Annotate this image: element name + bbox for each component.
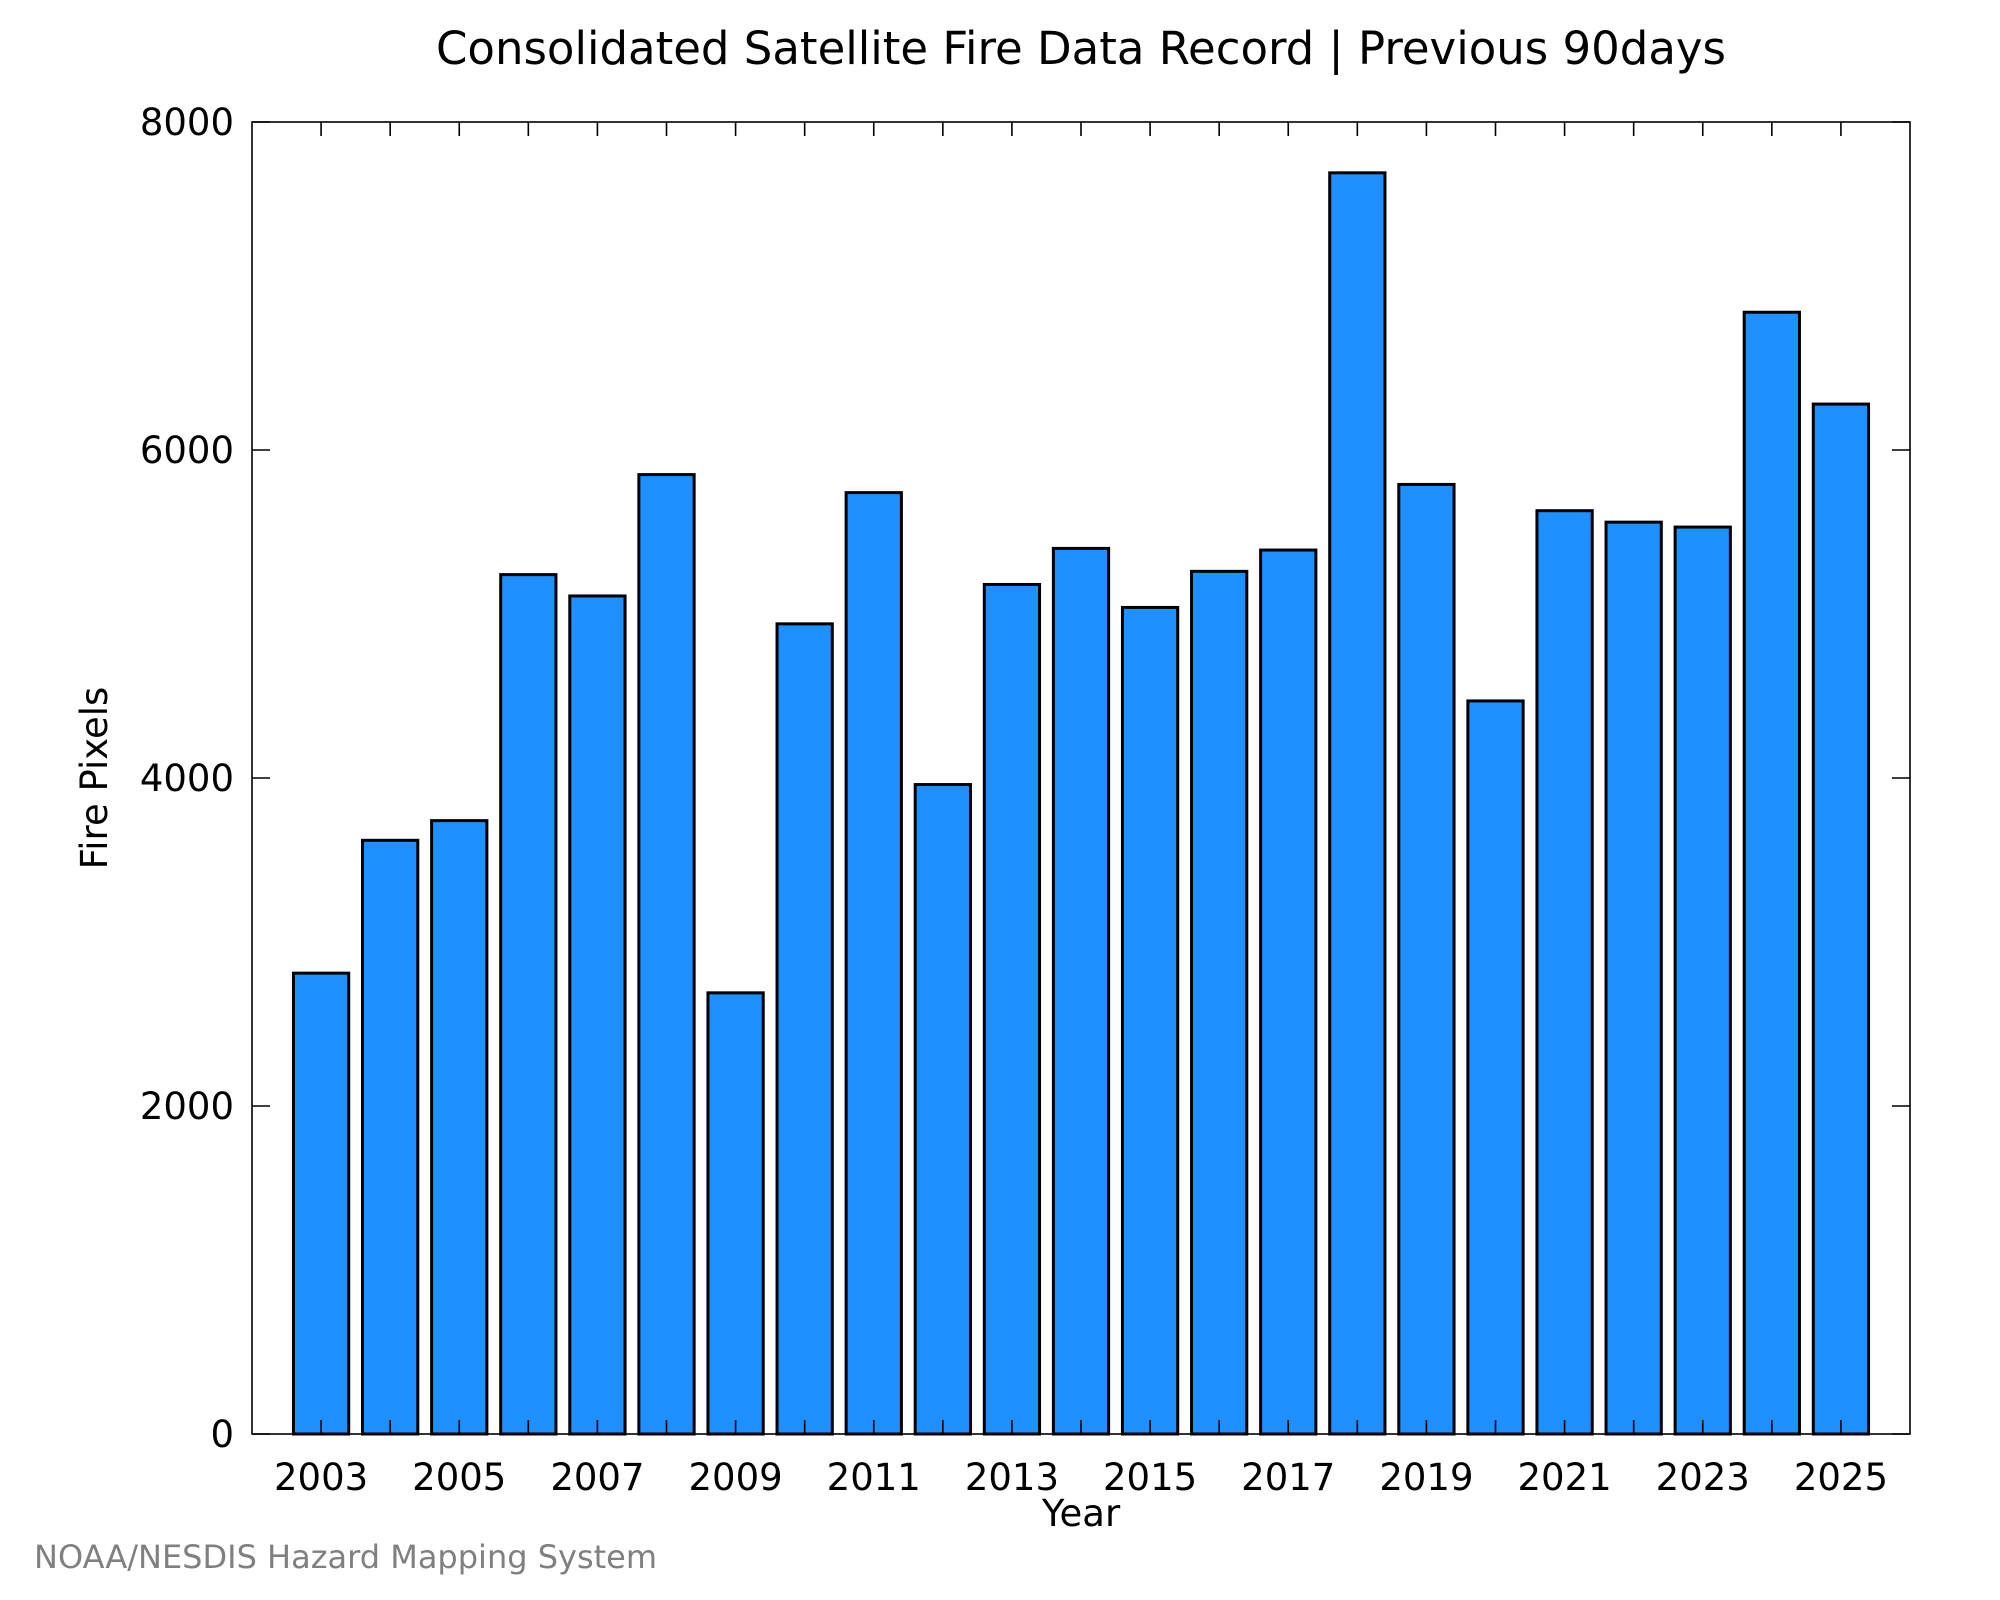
x-tick-label: 2023: [1656, 1456, 1750, 1499]
x-tick-label: 2019: [1379, 1456, 1473, 1499]
bar-2014: [1051, 546, 1111, 1436]
y-tick-label: 8000: [140, 101, 234, 144]
bar-2006: [499, 573, 558, 1436]
bar-2007: [568, 594, 627, 1436]
plot-frame: [251, 121, 1911, 1435]
bar-2015: [1120, 605, 1180, 1436]
bar-2010: [775, 622, 834, 1436]
bar-2016: [1190, 569, 1249, 1436]
y-tick-label: 6000: [140, 429, 234, 472]
bar-2019: [1397, 482, 1456, 1436]
x-tick-label: 2025: [1794, 1456, 1888, 1499]
bar-2021: [1535, 509, 1594, 1436]
y-tick-label: 4000: [140, 757, 234, 800]
bar-2004: [361, 838, 420, 1436]
bar-2017: [1259, 548, 1318, 1436]
bar-2011: [844, 491, 903, 1436]
x-tick-label: 2021: [1517, 1456, 1611, 1499]
bars-group: [291, 171, 1871, 1436]
x-tick-label: 2011: [827, 1456, 921, 1499]
x-tick-label: 2013: [965, 1456, 1059, 1499]
x-tick-labels: 2003 2005 2007 2009 2011 2013 2015 2017 2019 2021…: [274, 1456, 1888, 1499]
bar-2022: [1604, 520, 1663, 1436]
bar-2012: [913, 783, 972, 1436]
x-tick-label: 2003: [274, 1456, 368, 1499]
y-tick-labels: 0 2000 4000 6000 8000: [140, 101, 234, 1456]
bar-2005: [430, 819, 489, 1436]
bar-2020: [1466, 699, 1525, 1436]
x-tick-label: 2015: [1103, 1456, 1197, 1499]
bar-2008: [637, 473, 696, 1436]
y-tick-label: 0: [210, 1413, 234, 1456]
y-axis-label: Fire Pixels: [73, 687, 116, 870]
bar-2023: [1673, 525, 1732, 1436]
chart-title: Consolidated Satellite Fire Data Record …: [436, 22, 1726, 75]
bar-2024: [1742, 310, 1801, 1436]
x-tick-label: 2009: [688, 1456, 782, 1499]
x-axis-label: Year: [1041, 1492, 1121, 1535]
bar-2018: [1328, 171, 1387, 1436]
source-credit: NOAA/NESDIS Hazard Mapping System: [34, 1538, 657, 1576]
x-tick-label: 2017: [1241, 1456, 1335, 1499]
y-tick-label: 2000: [140, 1085, 234, 1128]
bar-2013: [982, 582, 1042, 1436]
bar-2003: [291, 971, 351, 1436]
bar-2009: [706, 991, 765, 1436]
x-tick-label: 2005: [412, 1456, 506, 1499]
x-tick-label: 2007: [550, 1456, 644, 1499]
bar-2025: [1811, 402, 1871, 1436]
